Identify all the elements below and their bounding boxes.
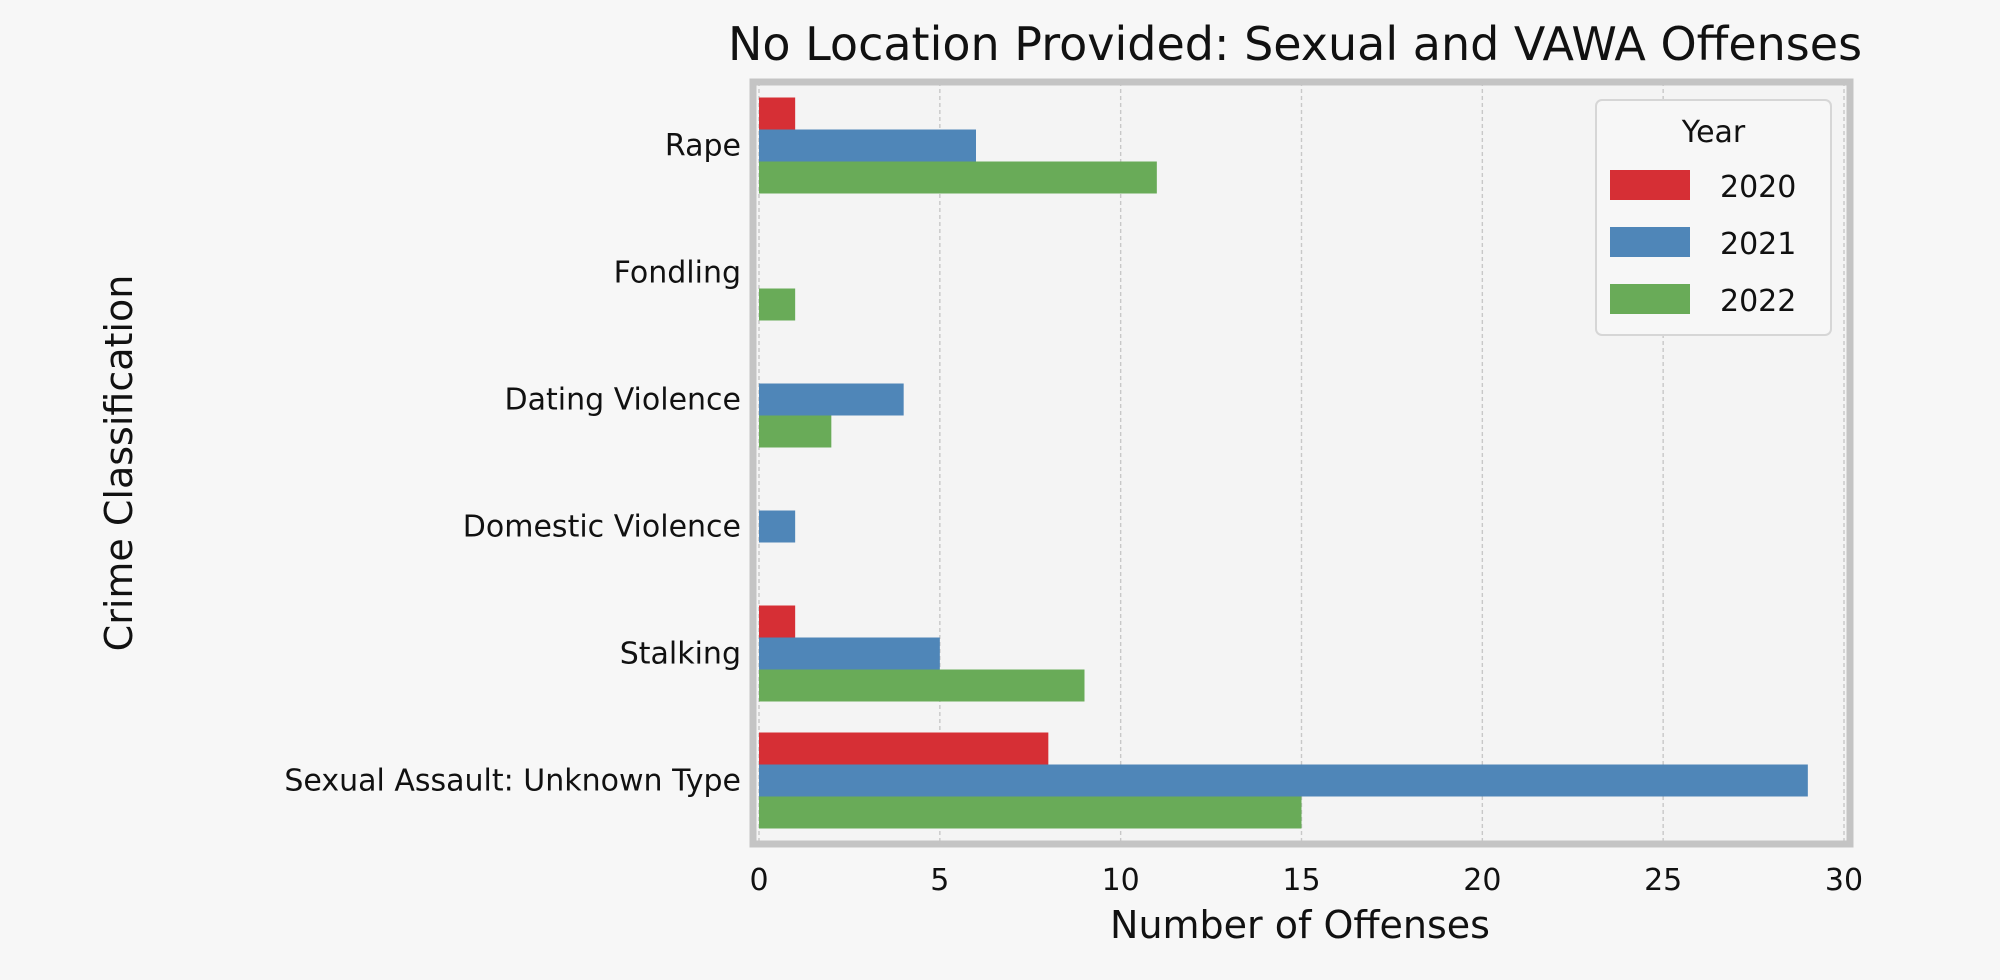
legend-swatch-2022 bbox=[1610, 284, 1690, 314]
x-tick-label: 20 bbox=[1463, 863, 1501, 898]
x-tick-label: 10 bbox=[1102, 863, 1140, 898]
bar-2022-5 bbox=[759, 796, 1302, 829]
plot-frame bbox=[749, 78, 1854, 848]
x-tick-label: 0 bbox=[749, 863, 768, 898]
bar-2022-4 bbox=[759, 669, 1085, 702]
y-tick-label: Stalking bbox=[620, 637, 741, 672]
legend-label-2020: 2020 bbox=[1720, 170, 1796, 205]
chart-title: No Location Provided: Sexual and VAWA Of… bbox=[728, 17, 1862, 71]
y-tick-label: Rape bbox=[665, 129, 741, 164]
legend-swatch-2021 bbox=[1610, 227, 1690, 257]
bar-2022-2 bbox=[759, 415, 832, 448]
x-tick-label: 25 bbox=[1644, 863, 1682, 898]
y-tick-label: Dating Violence bbox=[505, 383, 741, 418]
bar-2021-0 bbox=[759, 129, 976, 162]
x-tick-labels: 0 5 10 15 20 25 30 bbox=[749, 863, 1863, 898]
legend-swatch-2020 bbox=[1610, 170, 1690, 200]
bar-2021-2 bbox=[759, 383, 904, 416]
bar-2022-0 bbox=[759, 161, 1157, 194]
legend-title: Year bbox=[1681, 115, 1746, 150]
bar-2021-5 bbox=[759, 764, 1808, 797]
bar-2021-3 bbox=[759, 510, 796, 543]
x-tick-label: 15 bbox=[1282, 863, 1320, 898]
y-tick-label: Fondling bbox=[614, 256, 741, 291]
bar-2020-4 bbox=[759, 605, 796, 638]
bar-2022-1 bbox=[759, 288, 796, 321]
legend: Year 2020 2021 2022 bbox=[1595, 99, 1832, 336]
legend-label-2022: 2022 bbox=[1720, 284, 1796, 319]
bar-2020-5 bbox=[759, 732, 1049, 765]
y-tick-label: Domestic Violence bbox=[463, 510, 741, 545]
legend-box bbox=[1595, 99, 1832, 336]
bars bbox=[759, 97, 1808, 829]
x-tick-label: 5 bbox=[930, 863, 949, 898]
x-tick-label: 30 bbox=[1825, 863, 1863, 898]
legend-label-2021: 2021 bbox=[1720, 227, 1796, 262]
y-tick-label: Sexual Assault: Unknown Type bbox=[284, 764, 741, 799]
bar-2021-4 bbox=[759, 637, 940, 670]
bar-2020-0 bbox=[759, 97, 796, 130]
x-axis-label: Number of Offenses bbox=[1110, 903, 1490, 947]
y-tick-labels: Rape Fondling Dating Violence Domestic Viol… bbox=[284, 129, 741, 799]
y-axis-label: Crime Classification bbox=[97, 275, 141, 652]
